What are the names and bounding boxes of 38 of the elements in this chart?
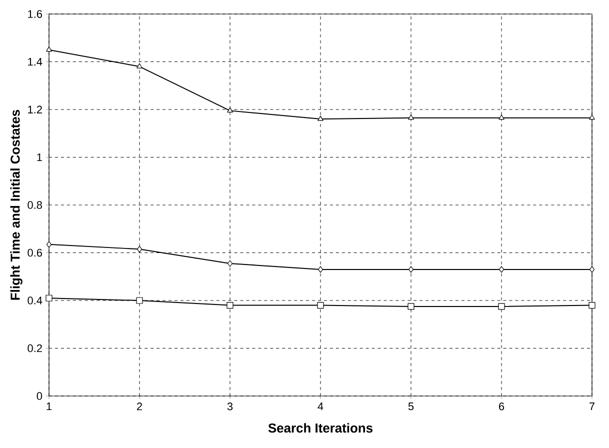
point (136, 63, 142, 68)
point (46, 241, 52, 248)
point (588, 302, 596, 309)
y-axis-title: Flight Time and Initial Costates (10, 110, 22, 300)
y-tick-label: 0.8 (28, 201, 42, 209)
point (408, 303, 414, 310)
x-tick-label: 2 (137, 402, 142, 410)
point (408, 114, 414, 120)
point (498, 303, 505, 310)
y-tick-label: 1.2 (28, 106, 42, 114)
y-tick-label: 0.4 (28, 296, 42, 304)
x-tick-label: 1 (46, 402, 52, 410)
point (498, 114, 504, 120)
point (46, 294, 52, 302)
point (318, 116, 324, 121)
point (136, 297, 143, 304)
x-tick-label: 4 (318, 402, 324, 410)
point (408, 266, 414, 273)
y-tick-label: 1.4 (28, 58, 42, 66)
x-axis-title: Search Iterations (268, 423, 372, 433)
y-tick-label: 0 (36, 392, 42, 400)
point (227, 260, 233, 267)
x-tick-label: 5 (408, 402, 414, 410)
point (589, 266, 595, 273)
point (589, 114, 595, 120)
y-tick-label: 0.6 (28, 248, 42, 257)
y-tick-label: 1.6 (28, 10, 42, 18)
point (317, 302, 324, 309)
point (318, 266, 324, 273)
point (136, 246, 142, 252)
y-tick-label: 1 (37, 153, 42, 162)
x-tick-label: 3 (227, 402, 233, 410)
x-tick-label: 6 (499, 402, 504, 410)
point (226, 302, 234, 309)
point (498, 266, 504, 273)
point (227, 107, 233, 112)
x-tick-label: 7 (590, 402, 594, 410)
y-tick-label: 0.2 (28, 344, 42, 352)
